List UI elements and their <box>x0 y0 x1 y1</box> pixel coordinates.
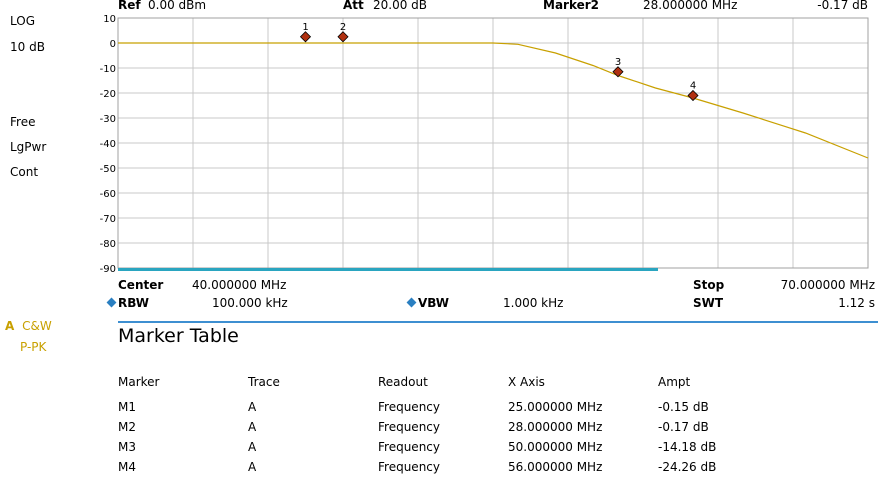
vbw-value[interactable]: 1.000 kHz <box>503 296 564 310</box>
scale-type-label: LOG <box>10 14 36 28</box>
markers: 1 2 3 4 <box>299 22 699 102</box>
marker-table-cell: M3 <box>118 440 136 454</box>
att-value: 20.00 dB <box>373 0 428 12</box>
center-label: Center <box>118 278 164 292</box>
marker-number: 4 <box>690 81 696 92</box>
vbw-coupled-icon <box>406 297 417 308</box>
y-tick-label: -40 <box>100 139 116 150</box>
scale-div-label: 10 dB <box>10 40 45 54</box>
y-axis-ticks: 10 0 -10 -20 -30 -40 -50 -60 -70 -80 -90 <box>100 14 116 275</box>
marker-table-cell: 56.000000 MHz <box>508 460 603 474</box>
trace-a <box>118 42 869 159</box>
marker-table-header: Trace <box>248 375 280 389</box>
marker-table-cell: -0.15 dB <box>658 400 709 414</box>
trace-mode: C&W <box>22 319 52 333</box>
marker-table-cell: -0.17 dB <box>658 420 709 434</box>
marker-freq: 28.000000 MHz <box>643 0 738 12</box>
marker-4[interactable]: 4 <box>687 81 699 102</box>
y-tick-label: -50 <box>100 164 116 175</box>
marker-table-cell: M4 <box>118 460 136 474</box>
divider <box>118 321 878 323</box>
marker-number: 2 <box>340 22 346 33</box>
rbw-value[interactable]: 100.000 kHz <box>212 296 288 310</box>
swt-value[interactable]: 1.12 s <box>838 296 875 310</box>
spectrum-plot[interactable]: 10 0 -10 -20 -30 -40 -50 -60 -70 -80 -90 1 2 3 4 <box>0 0 880 280</box>
marker-table-cell: M1 <box>118 400 136 414</box>
marker-table-cell: -14.18 dB <box>658 440 717 454</box>
noise-floor-bar <box>118 268 658 271</box>
marker-table-header: Marker <box>118 375 160 389</box>
marker-table-title: Marker Table <box>118 325 239 347</box>
marker-number: 1 <box>302 22 308 33</box>
marker-table-cell: Frequency <box>378 400 440 414</box>
y-tick-label: -10 <box>100 64 116 75</box>
marker-diamond-icon <box>299 31 312 43</box>
marker-1[interactable]: 1 <box>299 22 312 43</box>
center-value[interactable]: 40.000000 MHz <box>192 278 287 292</box>
marker-diamond-icon <box>687 89 699 102</box>
y-tick-label: -90 <box>100 264 116 275</box>
trace-detector: P-PK <box>20 340 47 354</box>
grid <box>117 17 869 271</box>
rbw-setting[interactable]: RBW <box>106 296 149 310</box>
marker-table-header: Readout <box>378 375 428 389</box>
marker-table-cell: Frequency <box>378 460 440 474</box>
marker-table-cell: Frequency <box>378 440 440 454</box>
marker-table-cell: M2 <box>118 420 136 434</box>
y-tick-label: -60 <box>100 189 116 200</box>
att-label: Att <box>343 0 364 12</box>
trace-indicator: A C&W <box>5 319 52 333</box>
marker-table-cell: -24.26 dB <box>658 460 717 474</box>
ref-value: 0.00 dBm <box>148 0 207 12</box>
vbw-setting[interactable]: VBW <box>406 296 450 310</box>
rbw-label: RBW <box>118 296 149 310</box>
marker-table-cell: A <box>248 420 257 434</box>
marker-table-cell: A <box>248 440 257 454</box>
sweep-label: Cont <box>10 165 39 179</box>
vbw-label: VBW <box>418 296 450 310</box>
rbw-coupled-icon <box>106 297 117 308</box>
stop-value[interactable]: 70.000000 MHz <box>780 278 875 292</box>
marker-3[interactable]: 3 <box>612 57 624 78</box>
y-tick-label: -20 <box>100 89 116 100</box>
detector-label: LgPwr <box>10 140 47 154</box>
marker-label: Marker2 <box>543 0 600 12</box>
y-tick-label: -30 <box>100 114 116 125</box>
y-tick-label: 10 <box>103 14 116 25</box>
marker-diamond-icon <box>612 66 624 78</box>
stop-label: Stop <box>693 278 725 292</box>
marker-table-cell: 50.000000 MHz <box>508 440 603 454</box>
marker-table-cell: A <box>248 460 257 474</box>
marker-table-cell: Frequency <box>378 420 440 434</box>
marker-number: 3 <box>615 57 621 68</box>
marker-2[interactable]: 2 <box>337 22 349 43</box>
marker-table-header: Ampt <box>658 375 691 389</box>
y-tick-label: 0 <box>110 39 116 50</box>
ref-label: Ref <box>118 0 141 12</box>
marker-table-cell: 28.000000 MHz <box>508 420 603 434</box>
marker-table-cell: 25.000000 MHz <box>508 400 603 414</box>
marker-diamond-icon <box>337 31 349 43</box>
y-tick-label: -80 <box>100 239 116 250</box>
marker-table-cell: A <box>248 400 257 414</box>
swt-label: SWT <box>693 296 724 310</box>
trace-line <box>118 42 869 159</box>
y-tick-label: -70 <box>100 214 116 225</box>
trace-letter: A <box>5 319 15 333</box>
sweep-mode-label: Free <box>10 115 36 129</box>
marker-table-header: X Axis <box>508 375 545 389</box>
marker-ampl: -0.17 dB <box>817 0 868 12</box>
